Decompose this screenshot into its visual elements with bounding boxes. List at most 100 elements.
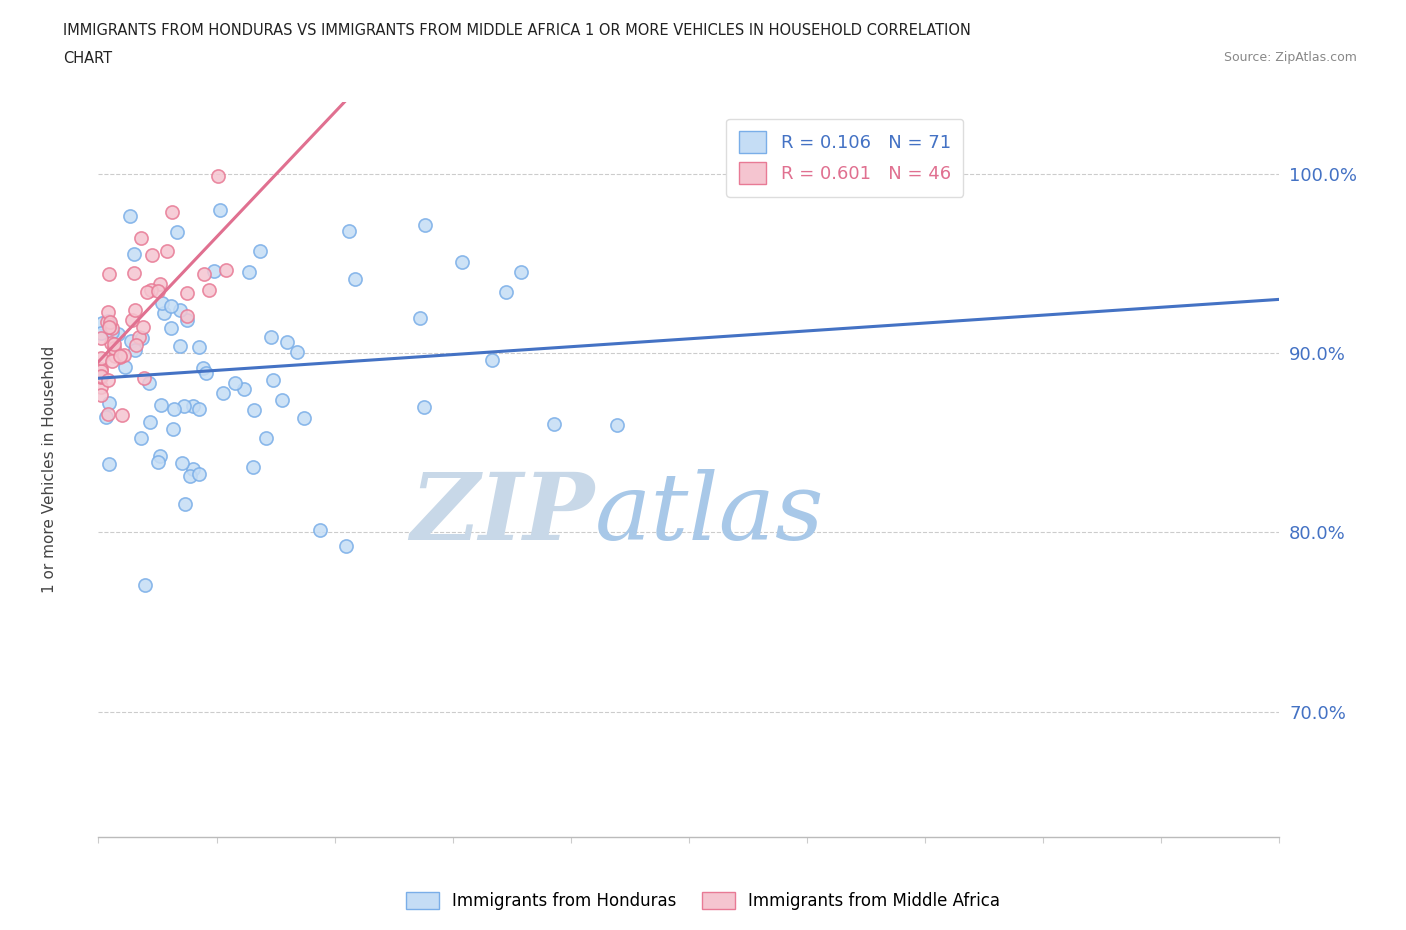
- Point: [101, 320, 124, 335]
- Point: [90, 370, 112, 385]
- Point: [114, 360, 136, 375]
- Point: [110, 407, 132, 422]
- Point: [163, 402, 186, 417]
- Point: [510, 264, 533, 279]
- Point: [149, 448, 172, 463]
- Point: [90, 351, 112, 365]
- Point: [176, 312, 198, 327]
- Point: [197, 283, 219, 298]
- Point: [146, 284, 169, 299]
- Point: [188, 339, 211, 354]
- Point: [176, 309, 198, 324]
- Point: [176, 286, 198, 300]
- Text: atlas: atlas: [595, 469, 824, 559]
- Point: [90, 364, 112, 379]
- Point: [149, 276, 172, 291]
- Point: [202, 263, 225, 278]
- Point: [181, 399, 204, 414]
- Point: [90, 361, 112, 376]
- Point: [122, 265, 145, 280]
- Point: [97, 305, 120, 320]
- Point: [207, 168, 229, 183]
- Point: [141, 247, 163, 262]
- Point: [413, 218, 436, 232]
- Point: [173, 399, 195, 414]
- Point: [138, 375, 160, 390]
- Point: [224, 376, 246, 391]
- Point: [90, 379, 112, 394]
- Point: [170, 456, 193, 471]
- Point: [150, 296, 173, 311]
- Point: [90, 368, 112, 383]
- Point: [308, 523, 330, 538]
- Point: [188, 401, 211, 416]
- Point: [187, 467, 209, 482]
- Text: CHART: CHART: [63, 51, 112, 66]
- Point: [120, 334, 142, 349]
- Point: [136, 285, 159, 299]
- Point: [166, 225, 188, 240]
- Point: [160, 299, 183, 313]
- Point: [181, 461, 204, 476]
- Point: [141, 283, 163, 298]
- Point: [124, 342, 146, 357]
- Point: [193, 360, 215, 375]
- Point: [162, 421, 184, 436]
- Point: [97, 313, 120, 328]
- Point: [606, 418, 628, 432]
- Point: [100, 325, 122, 339]
- Point: [94, 409, 117, 424]
- Point: [97, 373, 120, 388]
- Point: [104, 349, 127, 364]
- Y-axis label: 1 or more Vehicles in Household: 1 or more Vehicles in Household: [42, 346, 58, 593]
- Point: [150, 397, 173, 412]
- Point: [90, 315, 112, 330]
- Point: [97, 267, 120, 282]
- Point: [495, 285, 517, 299]
- Point: [209, 203, 232, 218]
- Point: [131, 320, 153, 335]
- Point: [108, 350, 131, 365]
- Point: [132, 371, 155, 386]
- Point: [112, 348, 135, 363]
- Point: [292, 411, 315, 426]
- Point: [262, 372, 284, 387]
- Point: [90, 330, 112, 345]
- Point: [108, 349, 131, 364]
- Point: [451, 255, 474, 270]
- Point: [285, 345, 308, 360]
- Point: [96, 314, 118, 329]
- Point: [128, 329, 150, 344]
- Point: [243, 403, 266, 418]
- Point: [254, 431, 277, 445]
- Point: [103, 337, 125, 352]
- Point: [97, 457, 120, 472]
- Point: [409, 311, 432, 325]
- Point: [103, 340, 125, 355]
- Point: [124, 302, 146, 317]
- Point: [98, 314, 121, 329]
- Point: [169, 302, 191, 317]
- Text: Source: ZipAtlas.com: Source: ZipAtlas.com: [1223, 51, 1357, 64]
- Point: [337, 223, 360, 238]
- Point: [271, 392, 294, 407]
- Point: [146, 455, 169, 470]
- Point: [125, 338, 148, 352]
- Point: [276, 335, 298, 350]
- Point: [232, 382, 254, 397]
- Point: [543, 417, 565, 432]
- Point: [343, 272, 366, 286]
- Point: [98, 395, 121, 410]
- Point: [212, 385, 235, 400]
- Point: [134, 578, 156, 592]
- Point: [238, 264, 260, 279]
- Point: [413, 400, 436, 415]
- Point: [152, 305, 174, 320]
- Point: [481, 352, 503, 367]
- Point: [129, 231, 152, 246]
- Point: [249, 244, 271, 259]
- Legend: R = 0.106   N = 71, R = 0.601   N = 46: R = 0.106 N = 71, R = 0.601 N = 46: [727, 119, 963, 197]
- Text: IMMIGRANTS FROM HONDURAS VS IMMIGRANTS FROM MIDDLE AFRICA 1 OR MORE VEHICLES IN : IMMIGRANTS FROM HONDURAS VS IMMIGRANTS F…: [63, 23, 972, 38]
- Point: [242, 459, 264, 474]
- Point: [193, 266, 215, 281]
